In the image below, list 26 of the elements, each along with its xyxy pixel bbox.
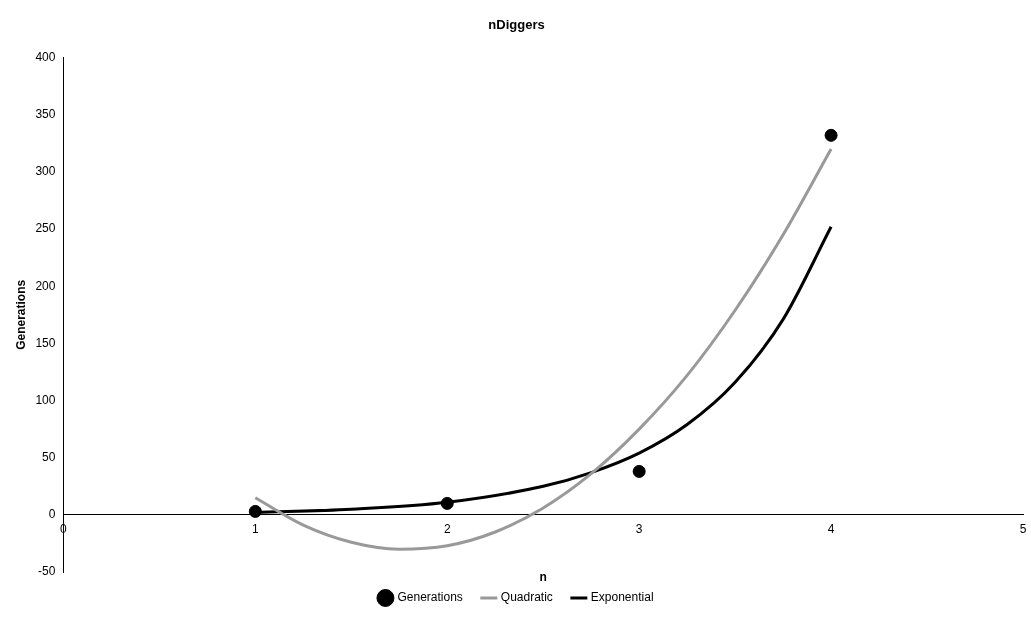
line-series xyxy=(253,147,833,551)
y-tick-label: 250 xyxy=(35,221,56,236)
point xyxy=(440,496,454,510)
point xyxy=(248,504,262,518)
y-tick-label: 400 xyxy=(35,49,56,64)
y-tick-label: 200 xyxy=(35,278,56,293)
y-tick-label: 350 xyxy=(35,107,56,122)
chart-title: nDiggers xyxy=(488,17,545,33)
x-tick-label: 4 xyxy=(827,522,835,537)
legend-label: Generations xyxy=(397,590,463,605)
y-axis-title: Generations xyxy=(13,279,28,350)
y-tick-label: 50 xyxy=(42,450,56,464)
y-tick-label: 100 xyxy=(35,392,56,407)
y-tick-label: 300 xyxy=(35,164,56,179)
point xyxy=(824,128,838,142)
y-tick-label: 0 xyxy=(48,507,56,522)
x-tick-label: 2 xyxy=(443,522,451,537)
x-tick-label: 1 xyxy=(251,522,259,537)
point xyxy=(632,464,646,478)
y-tick-label: 150 xyxy=(35,335,56,350)
legend-label: Exponential xyxy=(590,590,654,605)
legend-label: Quadratic xyxy=(500,590,553,605)
x-tick-label: 5 xyxy=(1019,522,1027,537)
x-axis-title: n xyxy=(539,569,547,584)
x-tick-label: 3 xyxy=(635,522,643,537)
y-tick-label: -50 xyxy=(38,564,56,579)
